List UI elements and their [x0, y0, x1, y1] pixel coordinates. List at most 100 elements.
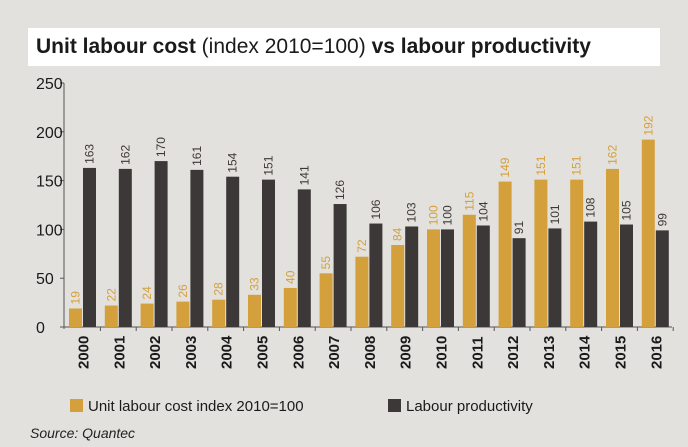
ulc-data-label: 100 [427, 205, 441, 225]
x-tick-label: 2010 [434, 336, 451, 369]
x-tick-label: 2015 [613, 336, 630, 369]
ulc-data-label: 22 [104, 288, 118, 302]
productivity-data-label: 104 [476, 201, 490, 221]
productivity-bar [333, 204, 347, 327]
legend-swatch-productivity [388, 399, 401, 412]
x-tick-label: 2008 [362, 336, 379, 369]
productivity-bar [405, 226, 419, 327]
x-tick-label: 2006 [290, 336, 307, 369]
ulc-bar [498, 181, 512, 327]
title-bold-part-2: vs labour productivity [371, 35, 591, 58]
ulc-data-label: 28 [212, 282, 226, 296]
ulc-data-label: 24 [140, 286, 154, 300]
productivity-bar [190, 169, 204, 327]
ulc-data-label: 151 [534, 155, 548, 175]
ulc-bar [176, 301, 190, 327]
ulc-data-label: 192 [641, 115, 655, 135]
productivity-data-label: 141 [297, 165, 311, 185]
y-tick-label: 200 [36, 125, 63, 142]
productivity-bar [369, 223, 383, 327]
ulc-bar [427, 229, 440, 327]
x-tick-label: 2002 [147, 336, 164, 369]
ulc-data-label: 19 [69, 291, 83, 305]
productivity-data-label: 91 [512, 221, 526, 235]
ulc-data-label: 72 [355, 239, 369, 253]
y-tick-label: 250 [36, 76, 63, 93]
ulc-bar [606, 168, 619, 327]
productivity-bar [548, 228, 562, 327]
x-tick-label: 2012 [505, 336, 522, 369]
productivity-data-label: 163 [83, 144, 97, 164]
productivity-bar [154, 161, 168, 327]
ulc-data-label: 33 [248, 277, 262, 291]
ulc-data-label: 162 [606, 145, 620, 165]
x-tick-label: 2001 [111, 336, 128, 369]
productivity-data-label: 106 [369, 199, 383, 219]
productivity-data-label: 170 [154, 137, 168, 157]
productivity-bar [512, 238, 526, 327]
x-tick-label: 2016 [648, 336, 665, 369]
productivity-bar [620, 224, 633, 327]
source-note: Source: Quantec [30, 425, 136, 441]
productivity-data-label: 126 [333, 180, 347, 200]
chart-title: Unit labour cost (index 2010=100) vs lab… [36, 35, 591, 59]
chart-title-box: Unit labour cost (index 2010=100) vs lab… [28, 28, 660, 66]
ulc-bar [570, 179, 584, 327]
ulc-bar [104, 305, 118, 327]
productivity-bar [584, 221, 598, 327]
ulc-bar [140, 303, 154, 327]
legend-label-productivity: Labour productivity [406, 398, 533, 415]
x-tick-label: 2014 [577, 335, 594, 369]
ulc-data-label: 84 [391, 227, 405, 241]
title-bold-part-1: Unit labour cost [36, 35, 196, 58]
x-tick-label: 2007 [326, 336, 343, 369]
x-tick-label: 2009 [398, 336, 415, 369]
x-tick-label: 2003 [183, 336, 200, 369]
productivity-bar [118, 168, 132, 327]
productivity-data-label: 161 [190, 146, 204, 166]
productivity-bar [655, 230, 669, 327]
ulc-data-label: 115 [462, 191, 476, 210]
productivity-data-label: 108 [584, 197, 598, 217]
ulc-data-label: 151 [570, 155, 584, 175]
x-tick-label: 2011 [469, 336, 486, 369]
productivity-data-label: 162 [118, 145, 132, 165]
productivity-data-label: 154 [226, 152, 240, 172]
ulc-bar [319, 273, 333, 327]
legend-swatch-ulc [70, 399, 83, 412]
title-normal-part: (index 2010=100) [195, 35, 372, 58]
ulc-data-label: 55 [319, 256, 333, 270]
ulc-bar [248, 294, 261, 327]
productivity-bar [83, 167, 96, 327]
y-tick-label: 100 [36, 222, 63, 239]
legend-label-ulc: Unit labour cost index 2010=100 [88, 398, 304, 415]
y-tick-label: 0 [36, 320, 45, 337]
x-tick-label: 2004 [219, 335, 236, 369]
productivity-data-label: 103 [405, 202, 419, 222]
productivity-bar [476, 225, 490, 327]
ulc-data-label: 149 [498, 157, 512, 177]
productivity-data-label: 100 [441, 205, 455, 225]
productivity-data-label: 105 [620, 200, 634, 220]
ulc-bar [69, 308, 82, 327]
x-tick-label: 2013 [541, 336, 558, 369]
productivity-bar [226, 176, 240, 327]
x-tick-label: 2000 [76, 336, 93, 369]
ulc-bar [534, 179, 548, 327]
ulc-bar [641, 139, 655, 327]
ulc-data-label: 40 [283, 270, 297, 284]
productivity-bar [262, 179, 275, 327]
y-tick-label: 150 [36, 174, 63, 191]
productivity-data-label: 99 [655, 213, 669, 227]
productivity-bar [297, 189, 311, 327]
productivity-data-label: 151 [262, 155, 276, 175]
ulc-data-label: 26 [176, 284, 190, 298]
y-tick-label: 50 [36, 271, 54, 288]
x-tick-label: 2005 [255, 336, 272, 369]
productivity-data-label: 101 [548, 204, 562, 224]
ulc-bar [391, 245, 405, 327]
ulc-bar [283, 287, 297, 327]
productivity-bar [441, 229, 454, 327]
ulc-bar [212, 299, 226, 327]
